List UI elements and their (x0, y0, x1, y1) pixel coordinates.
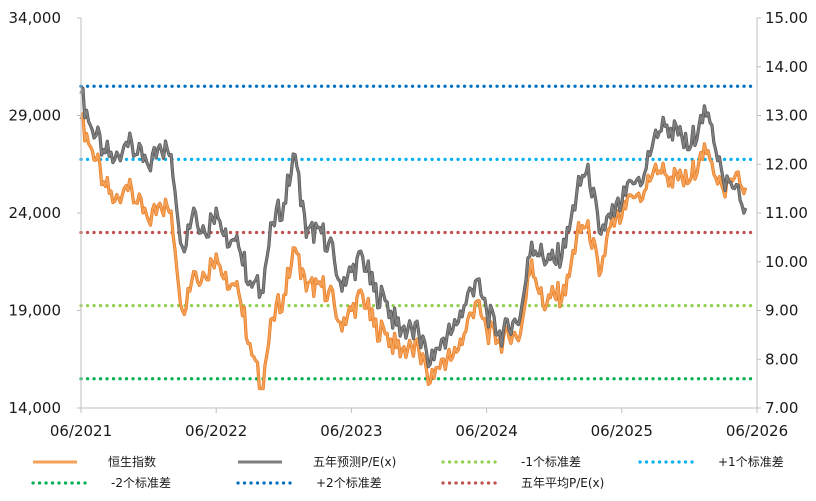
axes: 14,000 19,000 24,000 29,000 34,000 7.00 8.00 9.… (9, 9, 808, 440)
left-tick-label-3: 29,000 (9, 107, 62, 125)
legend-label-1: 五年预测P/E(x) (313, 455, 396, 469)
left-tick-label-2: 24,000 (9, 204, 62, 222)
x-tick-label-2: 06/2023 (320, 422, 382, 440)
right-tick-label-0: 7.00 (765, 399, 798, 417)
legend-label-3: +1个标准差 (718, 455, 784, 469)
left-tick-label-0: 14,000 (9, 399, 62, 417)
series-lines (79, 86, 748, 391)
series-line-0 (80, 113, 747, 390)
legend-item-5: +2个标准差 (236, 476, 382, 490)
legend-label-0: 恒生指数 (108, 454, 156, 469)
left-tick-label-4: 34,000 (9, 9, 62, 27)
legend-label-2: -1个标准差 (521, 455, 581, 469)
legend-label-4: -2个标准差 (111, 476, 171, 490)
right-tick-label-7: 14.00 (765, 58, 808, 76)
legend-item-2: -1个标准差 (441, 455, 581, 469)
x-tick-label-1: 06/2022 (185, 422, 247, 440)
legend-label-6: 五年平均P/E(x) (521, 476, 604, 490)
left-tick-label-1: 19,000 (9, 302, 62, 320)
right-tick-label-1: 8.00 (765, 350, 798, 368)
x-tick-label-5: 06/2026 (726, 422, 788, 440)
legend-item-6: 五年平均P/E(x) (441, 476, 604, 490)
right-tick-label-3: 10.00 (765, 253, 808, 271)
legend-item-0: 恒生指数 (33, 454, 156, 469)
x-tick-label-4: 06/2025 (591, 422, 653, 440)
reference-lines (79, 84, 759, 381)
right-tick-label-2: 9.00 (765, 302, 798, 320)
x-tick-label-0: 06/2021 (50, 422, 112, 440)
legend-item-1: 五年预测P/E(x) (238, 455, 396, 469)
series-outline-1 (79, 86, 748, 369)
right-tick-label-4: 11.00 (765, 204, 808, 222)
legend-label-5: +2个标准差 (316, 476, 382, 490)
legend-item-4: -2个标准差 (31, 476, 171, 490)
right-tick-label-6: 13.00 (765, 107, 808, 125)
right-tick-label-8: 15.00 (765, 9, 808, 27)
legend: 恒生指数 五年预测P/E(x) -1个标准差 +1个标准差 -2个标准差 +2个标准差 五年… (31, 454, 784, 490)
x-tick-label-3: 06/2024 (455, 422, 517, 440)
legend-item-3: +1个标准差 (638, 455, 784, 469)
right-tick-label-5: 12.00 (765, 155, 808, 173)
series-line-1 (80, 87, 747, 368)
series-outline-0 (79, 112, 748, 391)
